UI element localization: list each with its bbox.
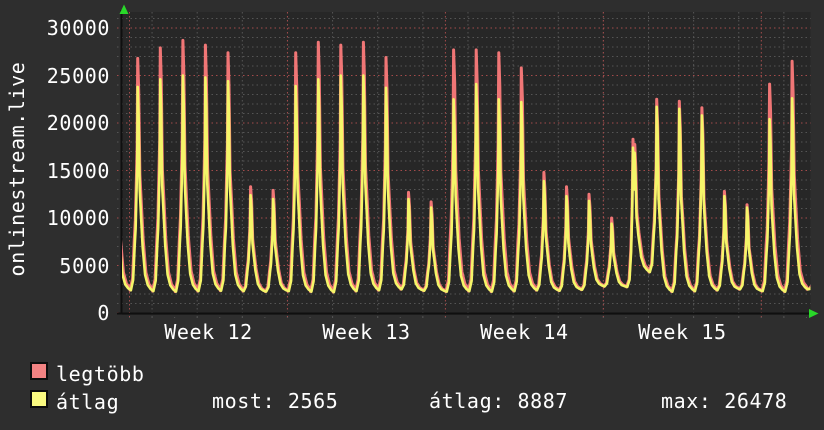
x-tick-label: Week 12 — [164, 320, 253, 344]
x-tick-label: Week 15 — [638, 320, 727, 344]
y-tick-label: 15000 — [46, 158, 110, 183]
y-tick-label: 5000 — [59, 253, 110, 278]
legend-swatch-legtobb — [30, 362, 48, 380]
y-axis-arrow-icon — [119, 4, 129, 14]
x-tick-label: Week 14 — [480, 320, 569, 344]
y-axis-title: onlinestream.live — [5, 61, 29, 277]
y-tick-label: 0 — [97, 301, 110, 325]
series-atlag-line — [122, 74, 811, 294]
x-axis-arrow-icon — [809, 309, 819, 318]
y-tick-label: 20000 — [46, 111, 110, 135]
x-tick-label: Week 13 — [322, 320, 411, 344]
legend-label-legtobb: legtöbb — [56, 362, 145, 386]
y-tick-label: 10000 — [46, 206, 110, 230]
data-series — [122, 38, 811, 294]
stat-atlag: átlag: 8887 — [429, 389, 569, 413]
y-tick-label: 25000 — [46, 63, 110, 88]
stat-max: max: 26478 — [661, 389, 788, 413]
gridlines — [117, 12, 811, 318]
axes — [117, 10, 812, 315]
legend-swatch-atlag — [30, 390, 48, 408]
stat-most: most: 2565 — [212, 389, 339, 413]
legend-label-atlag: átlag — [56, 390, 120, 414]
y-tick-label: 30000 — [46, 16, 110, 40]
